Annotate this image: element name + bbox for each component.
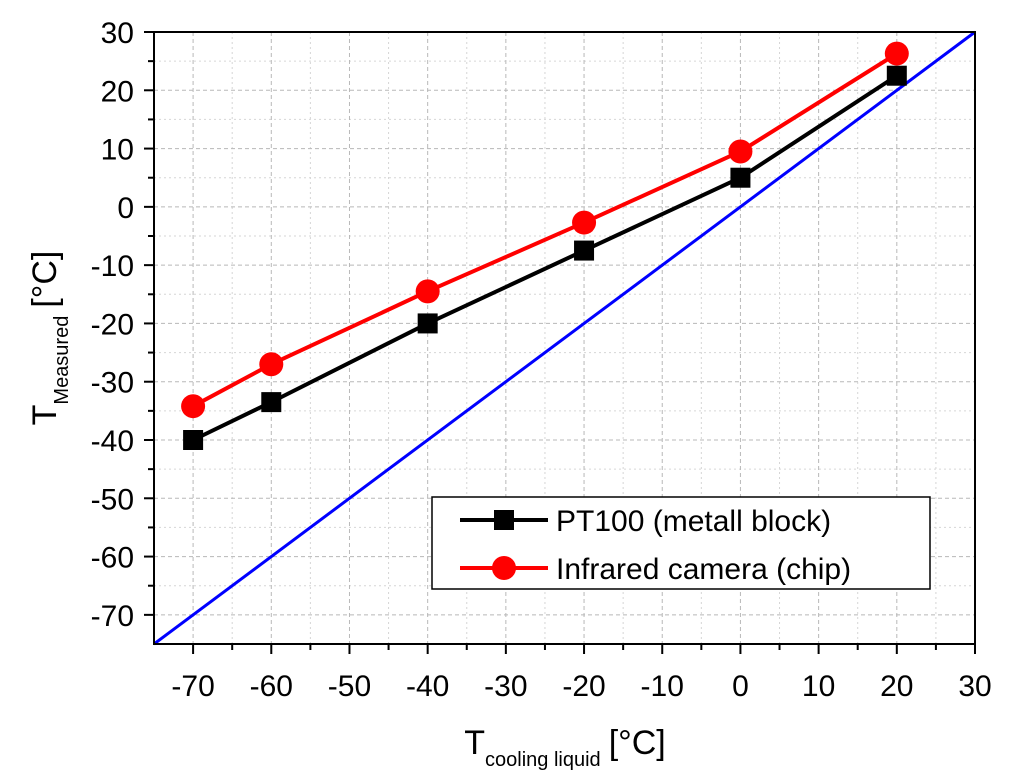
- y-tick-label: 10: [101, 134, 134, 167]
- y-axis-title: TMeasured [°C]: [26, 251, 73, 426]
- x-tick-label: -40: [406, 670, 449, 703]
- data-point-circle: [884, 41, 909, 66]
- x-axis-title-main: T: [464, 724, 485, 762]
- plot-frame: [153, 31, 976, 645]
- legend-marker-infrared: [492, 556, 516, 580]
- legend-label-infrared: Infrared camera (chip): [556, 553, 851, 586]
- legend-box: [431, 496, 931, 590]
- data-point-square: [183, 430, 204, 450]
- legend-label-pt100: PT100 (metall block): [556, 505, 831, 538]
- x-tick-label: 30: [958, 670, 991, 703]
- data-point-circle: [181, 394, 206, 419]
- y-tick-label: -40: [91, 425, 134, 458]
- data-point-square: [261, 392, 282, 413]
- y-tick-label: -10: [91, 250, 134, 283]
- legend-marker-pt100: [494, 510, 514, 530]
- major-grid: [154, 31, 976, 644]
- y-tick-label: -30: [91, 367, 134, 400]
- x-axis-title-unit: [°C]: [609, 724, 666, 762]
- x-tick-label: -50: [328, 670, 371, 703]
- y-tick-label: 20: [101, 75, 134, 108]
- y-axis-title-main: T: [26, 405, 64, 426]
- x-tick-label: -20: [562, 670, 605, 703]
- x-tick-label: 10: [802, 670, 835, 703]
- y-tick-label: -70: [91, 600, 134, 633]
- y-tick-label: -60: [91, 542, 134, 575]
- series-line-0: [192, 74, 898, 442]
- data-point-circle: [728, 139, 753, 164]
- legend: PT100 (metall block) Infrared camera (ch…: [431, 496, 931, 590]
- series-lines: [153, 30, 976, 646]
- data-point-circle: [415, 279, 440, 304]
- series-line-2: [153, 30, 976, 646]
- x-tick-label: -60: [250, 670, 293, 703]
- y-tick-label: -50: [91, 483, 134, 516]
- x-axis-title: Tcooling liquid [°C]: [464, 724, 665, 771]
- x-tick-label: 0: [732, 670, 749, 703]
- data-point-square: [886, 65, 907, 86]
- data-point-square: [574, 240, 595, 261]
- y-axis-title-sub: Measured: [51, 316, 73, 405]
- x-tick-label: -70: [171, 670, 214, 703]
- y-tick-label: 30: [101, 17, 134, 50]
- series-line-1: [192, 51, 898, 408]
- data-point-circle: [259, 352, 284, 377]
- axes: [153, 31, 976, 645]
- x-tick-label: -30: [484, 670, 527, 703]
- data-point-square: [417, 313, 438, 334]
- data-point-square: [730, 167, 751, 188]
- y-axis-ticks: -70 -60 -50 -40 -30 -20 -10 0 10 20 30: [91, 17, 154, 633]
- x-tick-label: -10: [641, 670, 684, 703]
- x-tick-label: 20: [880, 670, 913, 703]
- y-axis-title-unit: [°C]: [26, 251, 64, 308]
- x-axis-ticks: -70 -60 -50 -40 -30 -20 -10 0 10 20 30: [171, 644, 992, 703]
- y-tick-label: 0: [117, 192, 134, 225]
- y-tick-label: -20: [91, 308, 134, 341]
- x-axis-title-sub: cooling liquid: [485, 749, 601, 771]
- data-point-circle: [572, 210, 597, 235]
- series-markers: [181, 41, 909, 450]
